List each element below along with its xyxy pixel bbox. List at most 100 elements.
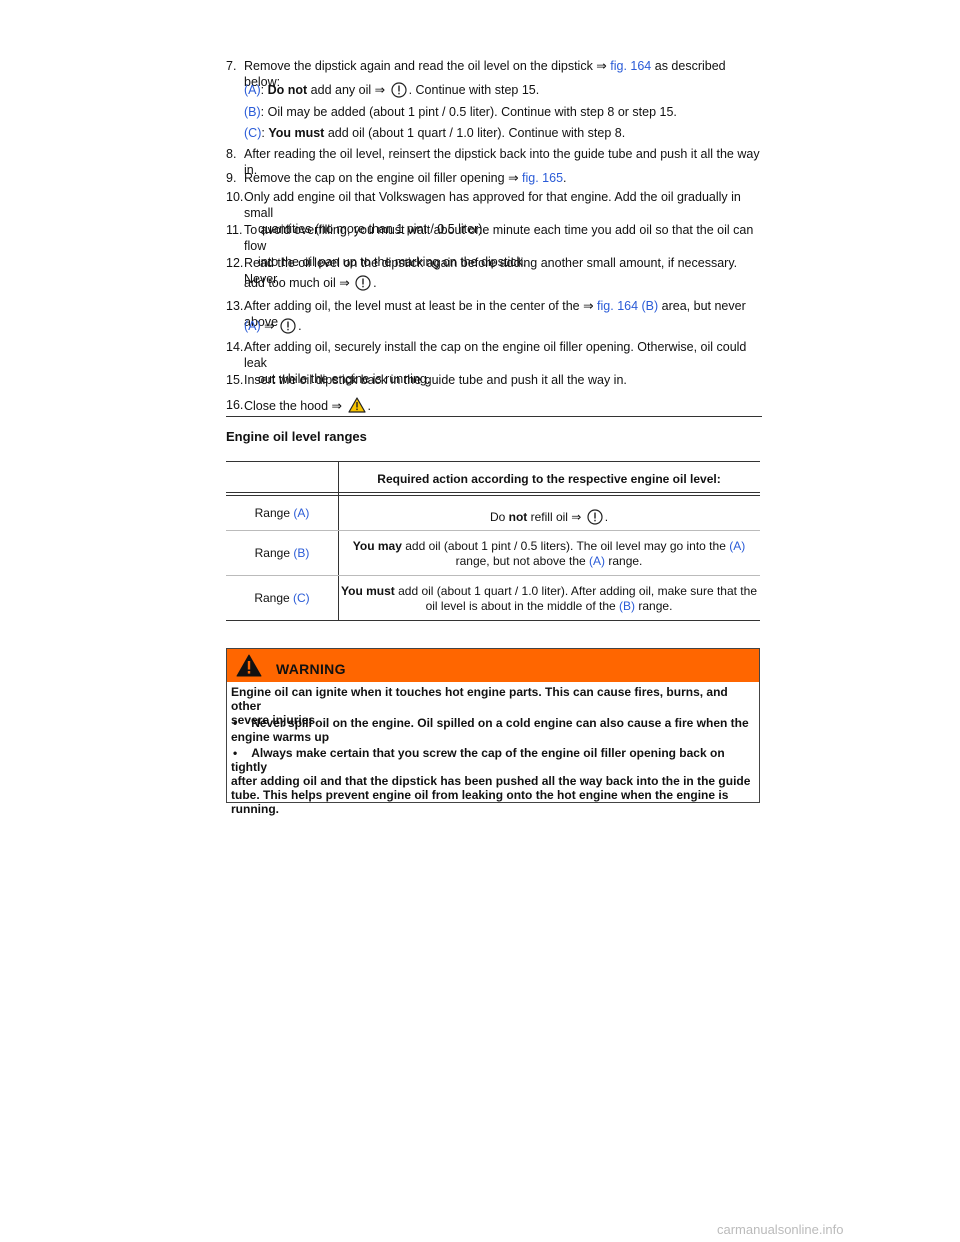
step-number: 9. [226,171,237,185]
table-row-action-b: You may add oil (about 1 pint / 0.5 lite… [340,539,758,569]
warning-text-line: severe injuries. [231,713,319,727]
step-text-line: into the oil pan up to the marking on th… [258,255,527,269]
range-a-link[interactable]: (A) [589,554,606,568]
table-row-rule [226,530,760,531]
step-number: 15. [226,373,244,387]
action-text: refill oil ⇒ [527,510,585,524]
step-number: 7. [226,59,237,73]
range-c-label[interactable]: (C) [244,126,262,140]
notice-circle-icon [390,82,407,98]
emphasis: Do not [267,83,308,97]
warning-text-line: tube. This helps prevent engine oil from… [231,788,729,802]
step-text-line: quantities (no more than 1 pint / 0.5 li… [258,222,486,236]
notice-circle-icon [355,275,371,291]
warning-triangle-icon [347,397,366,413]
bullet-marker: • [233,746,238,760]
step-number: 13. [226,299,244,313]
step-text-line: To avoid overfilling, you must wait abou… [244,223,754,253]
warning-box: WARNING Engine oil can ignite when it to… [226,648,760,816]
step-text-end: area, but never above [244,299,746,329]
section-divider [226,416,762,417]
fig-165-link[interactable]: fig. 165 [522,171,564,185]
warning-triangle-icon [236,654,262,677]
table-row-action-c: You must add oil (about 1 quart / 1.0 li… [340,584,758,614]
emphasis: not [508,510,528,524]
step-number: 14. [226,340,244,354]
action-text-end: range. [605,554,643,568]
step-number: 16. [226,398,244,412]
step-text: After adding oil, the level must at leas… [244,299,598,313]
step-text-line: After adding oil, securely install the c… [244,340,747,370]
section-heading: Engine oil level ranges [226,429,367,444]
step-text-end: . [563,171,567,185]
warning-bullet-2: • Always make certain that you screw the … [231,746,755,816]
action-text: range, but not above the [455,554,590,568]
step-text-end: . [367,399,371,413]
sub-step-a: (A): Do not add any oil ⇒ . Continue wit… [244,82,540,98]
site-watermark[interactable]: carmanualsonline.info [717,1222,844,1237]
table-header-rule [226,492,760,493]
step-text: Insert the oil dipstick back in the guid… [244,373,627,387]
step-number: 8. [226,147,237,161]
range-a-label[interactable]: (A) [293,506,310,520]
step-13-cont: (A) ⇒ . [244,318,302,334]
range-b-link[interactable]: (B) [619,599,636,613]
table-column-divider [338,461,339,620]
emphasis: You must [341,584,395,598]
warning-header: WARNING [227,649,759,682]
action-text: add oil (about 1 quart / 1.0 liter). Aft… [394,584,757,598]
sub-text: add oil (about 1 quart / 1.0 liter). Con… [324,126,626,140]
sub-step-b: (B): Oil may be added (about 1 pint / 0.… [244,104,677,120]
step-text-end: . [373,276,377,290]
step-text-end: . [298,319,302,333]
warning-intro: Engine oil can ignite when it touches ho… [231,685,755,727]
fig-164-link[interactable]: fig. 164 [610,59,652,73]
range-text: Range [254,591,294,605]
warning-title: WARNING [276,661,346,677]
table-row-range-b: Range (B) [226,546,338,561]
step-text-line: Read the oil level on the dipstick again… [244,256,738,286]
table-row-rule [226,575,760,576]
step-text: After reading the oil level, reinsert th… [244,147,760,177]
bullet-marker: • [233,716,238,730]
emphasis: You must [268,126,325,140]
step-text-line: add too much oil ⇒ [244,276,354,290]
range-c-label[interactable]: (C) [293,591,310,605]
sub-text: add any oil ⇒ [307,83,389,97]
step-text: Remove the cap on the engine oil filler … [244,171,523,185]
step-number: 12. [226,256,244,270]
table-top-rule [226,461,760,462]
step-text-line: Only add engine oil that Volkswagen has … [244,190,741,220]
fig-164-b-link[interactable]: fig. 164 (B) [597,299,659,313]
table-row-range-a: Range (A) [226,506,338,521]
range-a-link[interactable]: (A) [729,539,746,553]
range-b-label[interactable]: (B) [293,546,310,560]
range-text: Range [254,506,294,520]
table-bottom-rule [226,620,760,621]
action-text-end: . [604,510,609,524]
sub-text: : Oil may be added (about 1 pint / 0.5 l… [260,105,677,119]
warning-text-line: after adding oil and that the dipstick h… [231,774,751,788]
warning-text-line: Never spill oil on the engine. Oil spill… [251,716,749,730]
sub-step-c: (C): You must add oil (about 1 quart / 1… [244,126,626,140]
warning-text-line: Engine oil can ignite when it touches ho… [231,685,728,713]
step-text: Close the hood ⇒ [244,399,346,413]
step-text: Remove the dipstick again and read the o… [244,59,611,73]
step-number: 10. [226,190,244,204]
step-text-line: out while the engine is running. [258,372,431,386]
step-12-cont: add too much oil ⇒ . [244,275,377,291]
emphasis: You may [352,539,402,553]
table-header-rule-double [226,495,760,496]
range-a-label[interactable]: (A) [244,83,261,97]
step-number: 11. [226,223,243,237]
action-text: Do [489,510,509,524]
arrow-text: ⇒ [260,319,279,333]
warning-text-line: running. [231,802,279,816]
table-row-range-c: Range (C) [226,591,338,606]
notice-circle-icon [587,509,603,525]
step-text-end: as described below: [244,59,726,89]
range-b-label[interactable]: (B) [244,105,261,119]
range-a-link[interactable]: (A) [244,319,261,333]
notice-circle-icon [280,318,296,334]
